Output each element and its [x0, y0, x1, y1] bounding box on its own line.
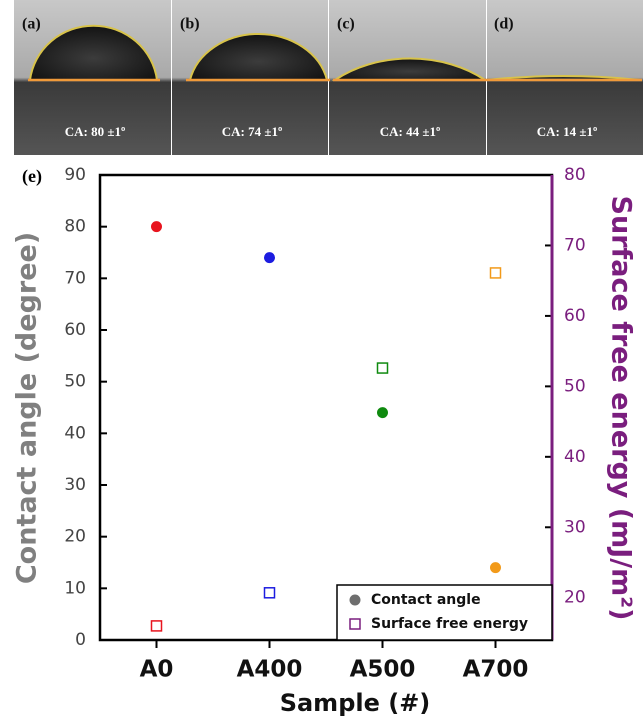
data-point [377, 407, 388, 419]
photo-caption: CA: 44 ±1º [380, 124, 441, 139]
legend-label: Contact angle [371, 592, 481, 608]
y2-axis-label: Surface free energy (mJ/m²) [606, 196, 637, 621]
legend-marker [349, 594, 361, 606]
data-point [489, 267, 502, 279]
y-tick-label: 40 [64, 423, 86, 443]
plot-frame [98, 173, 554, 642]
x-tick-label: A700 [463, 657, 529, 683]
y-tick-label: 0 [75, 630, 86, 650]
data-point [263, 587, 276, 599]
y2-tick-label: 50 [564, 376, 586, 396]
y-tick-label: 30 [64, 475, 86, 495]
photo-panel: (a) (b) (c) (d) CA: 80 ±1º CA: 74 ±1º CA… [14, 0, 643, 155]
y-axis-label: Contact angle (degree) [12, 232, 43, 584]
y2-tick-label: 40 [564, 447, 586, 467]
data-point [490, 562, 501, 574]
x-tick-label: A400 [237, 657, 303, 683]
y2-tick-label: 20 [564, 588, 586, 608]
photo-label: (b) [180, 16, 200, 33]
y-tick-label: 50 [64, 372, 86, 392]
data-point [150, 620, 163, 632]
droplet [331, 57, 489, 81]
photo-label: (d) [494, 16, 514, 33]
y2-tick-label: 60 [564, 306, 586, 326]
panel-label: (e) [22, 166, 42, 187]
data-point [376, 362, 389, 374]
y2-tick-label: 30 [564, 517, 586, 537]
y-tick-label: 10 [64, 578, 86, 598]
photo-caption: CA: 80 ±1º [65, 124, 126, 139]
y-tick-label: 90 [64, 165, 86, 185]
y2-tick-label: 80 [564, 165, 586, 185]
droplet [28, 24, 159, 81]
y-tick-label: 60 [64, 320, 86, 340]
x-axis-label: Sample (#) [280, 689, 431, 717]
y-tick-label: 80 [64, 217, 86, 237]
droplet [188, 32, 329, 81]
photo-label: (c) [337, 16, 355, 33]
x-tick-label: A0 [140, 657, 174, 683]
legend-label: Surface free energy [371, 616, 528, 632]
y-tick-label: 20 [64, 527, 86, 547]
photo-label: (a) [22, 16, 41, 33]
photo-caption: CA: 14 ±1º [537, 124, 598, 139]
legend-box [336, 584, 553, 641]
y2-tick-label: 70 [564, 235, 586, 255]
photo-caption: CA: 74 ±1º [222, 124, 283, 139]
data-point [264, 252, 275, 264]
legend-marker [349, 618, 361, 630]
y-tick-label: 70 [64, 268, 86, 288]
data-point [151, 221, 162, 233]
x-tick-label: A500 [350, 657, 416, 683]
